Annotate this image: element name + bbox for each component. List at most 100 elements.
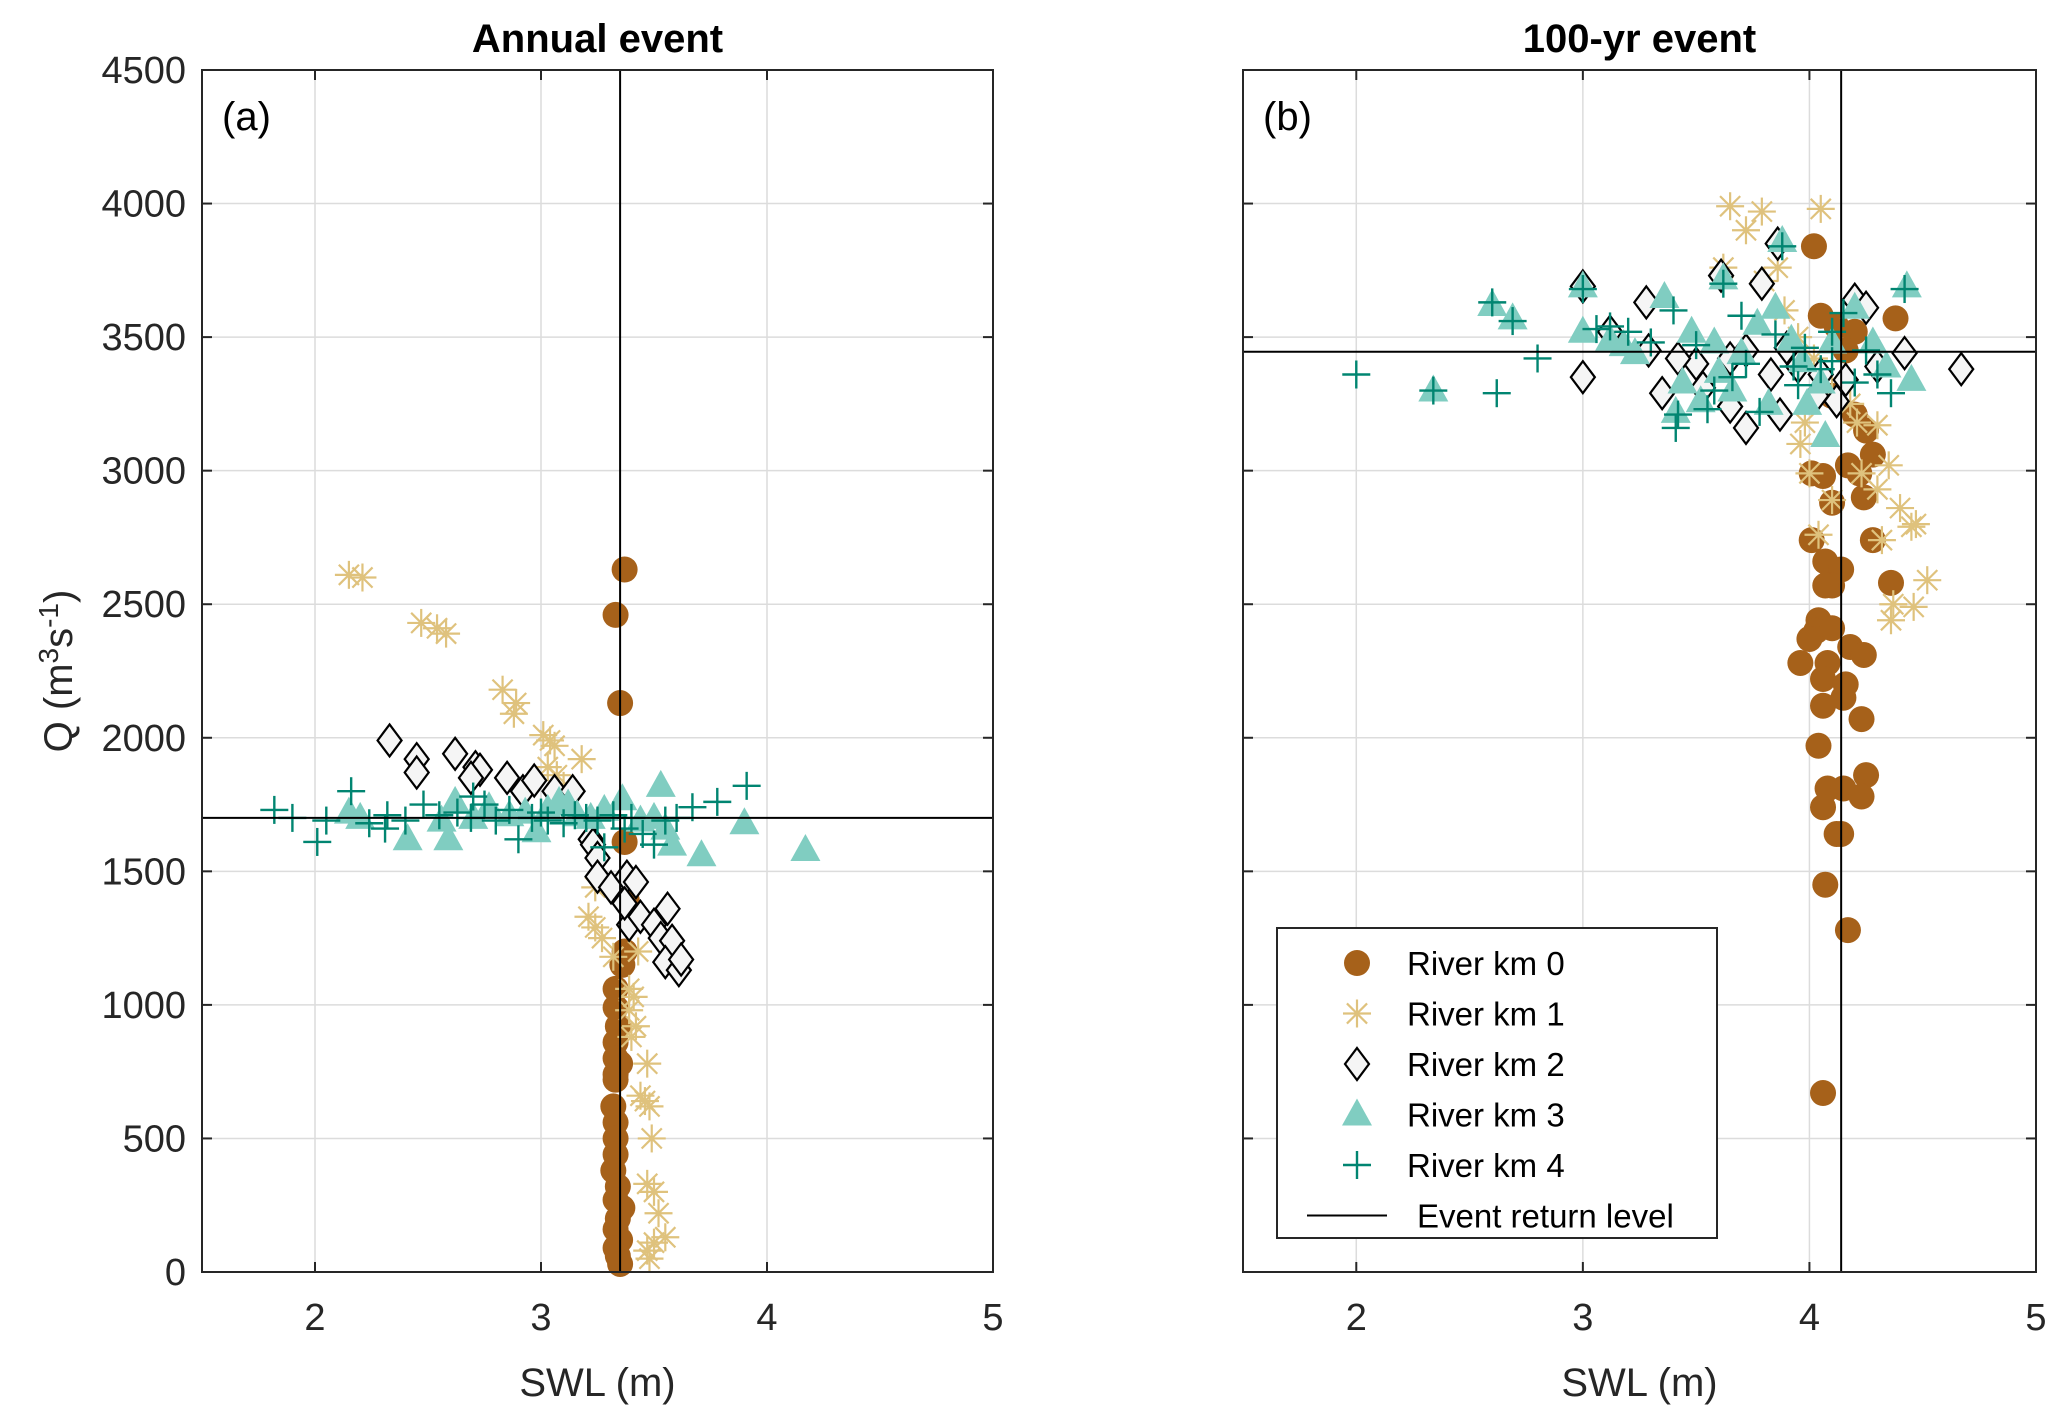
x-tick-label: 5 [982,1297,1003,1339]
data-point [619,982,648,1011]
x-tick-label: 4 [756,1297,777,1339]
data-point [1850,641,1877,668]
data-point [1776,323,1807,351]
data-point [1619,337,1650,365]
legend-entry: River km 0 [1344,945,1565,982]
legend-marker-circle-icon [1344,950,1370,976]
data-point [433,823,464,851]
data-point [588,924,617,953]
data-point [533,806,562,835]
data-point [602,601,629,628]
data-point [1800,233,1827,260]
data-point [1790,333,1819,362]
data-point [678,793,707,822]
data-point [1732,410,1760,446]
data-point [639,801,669,829]
data-point [409,790,438,819]
data-point [637,1124,666,1153]
data-point [1660,395,1691,423]
data-point [654,890,681,927]
x-tick-label: 3 [1572,1297,1593,1339]
data-point [1810,692,1837,719]
y-tick-label: 2500 [101,584,186,626]
data-point [1810,1080,1837,1107]
data-point [1876,379,1905,408]
data-point [1897,512,1926,541]
x-tick-label: 5 [2025,1297,2046,1339]
data-point [458,801,489,829]
series-river-km-2 [376,722,695,988]
data-point [1850,484,1877,511]
data-point [1682,331,1711,360]
data-point [1843,408,1872,437]
data-point [303,827,332,856]
data-point [1899,592,1928,621]
data-point [1901,510,1930,539]
legend-marker-plus-icon [1343,1151,1371,1179]
legend-marker-asterisk-icon [1343,999,1371,1028]
y-axis-label: Q (m3s-1) [33,590,81,753]
data-point [1792,387,1823,415]
y-tick-label: 1500 [101,851,186,893]
y-tick-label: 4500 [101,50,186,92]
data-point [1834,917,1861,944]
data-point [657,828,688,856]
data-point [624,937,653,966]
data-point [1700,376,1729,405]
data-point [560,801,589,830]
data-point [633,1049,662,1078]
data-point [499,699,528,728]
data-point [607,783,638,811]
chart-title: Annual event [472,17,723,61]
data-point [1661,413,1690,442]
data-point [425,801,454,830]
axes-frame [201,69,994,1273]
data-point [520,762,548,799]
data-point [441,735,469,772]
data-point [391,806,420,835]
data-point [1806,194,1835,223]
legend-label: River km 2 [1407,1046,1565,1083]
data-point [392,823,423,851]
data-point [1784,371,1813,400]
y-tick-label: 3000 [101,451,186,493]
data-point [635,1244,664,1273]
data-point [549,809,578,838]
data-point [521,815,552,843]
data-point [348,563,377,592]
data-point [1753,387,1784,415]
data-point [371,814,400,843]
data-point [1747,197,1776,226]
data-point [602,1066,629,1093]
data-point [644,1199,673,1228]
data-point [1568,275,1597,304]
data-point [686,839,717,867]
y-tick-label: 2000 [101,718,186,760]
legend-label: Event return level [1417,1198,1674,1235]
data-point [1863,411,1892,440]
data-point [1876,606,1905,635]
data-point [1742,307,1773,335]
data-point [1810,794,1837,821]
data-point [312,806,341,835]
data-point [1716,192,1745,221]
data-point [1342,360,1371,389]
data-point [1718,363,1747,392]
data-point [1853,762,1880,789]
y-tick-label: 0 [165,1252,186,1294]
panel-label: (b) [1263,95,1312,139]
data-point [703,787,732,816]
data-point [1482,379,1511,408]
data-point [1787,649,1814,676]
x-tick-label: 2 [1346,1297,1367,1339]
data-point [1812,572,1839,599]
data-points [260,556,821,1277]
legend-box [1276,927,1718,1239]
data-point [481,806,510,835]
data-point [628,819,657,848]
data-point [729,807,760,835]
data-point [617,1022,646,1051]
data-point [640,830,668,859]
data-point [1795,459,1824,488]
